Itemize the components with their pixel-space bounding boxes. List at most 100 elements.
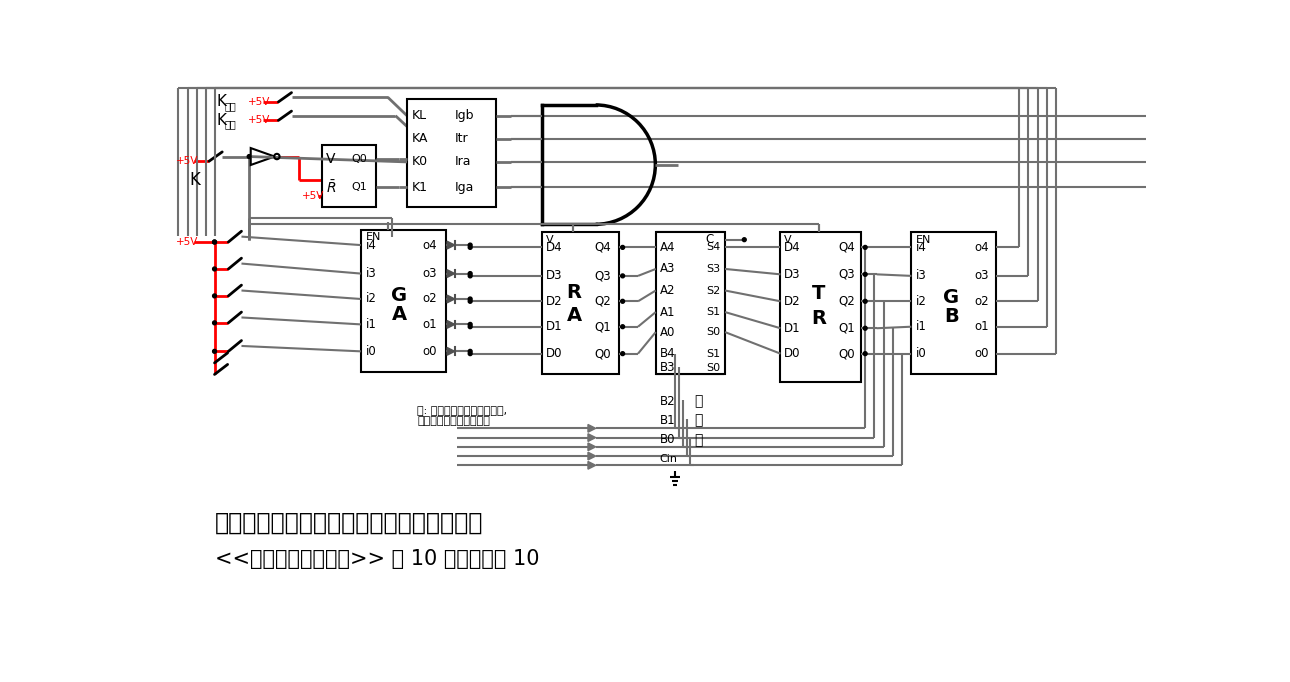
Text: G: G: [391, 286, 408, 305]
Circle shape: [213, 321, 217, 325]
Text: Q2: Q2: [595, 295, 611, 308]
Text: i4: i4: [916, 241, 928, 254]
Text: V: V: [326, 152, 335, 166]
Text: D3: D3: [784, 268, 801, 281]
Bar: [361, 230, 445, 372]
Text: Cin: Cin: [659, 454, 677, 464]
Polygon shape: [250, 148, 275, 165]
Text: S1: S1: [706, 307, 720, 317]
Text: D4: D4: [546, 241, 562, 254]
Text: D4: D4: [784, 241, 801, 254]
Text: D1: D1: [784, 322, 801, 335]
Text: Q0: Q0: [595, 347, 610, 360]
Text: B3: B3: [659, 361, 675, 374]
Text: Q0: Q0: [352, 154, 368, 164]
Text: i1: i1: [365, 318, 377, 331]
Text: <<穿越计算机的迷雾>> 第 10 章示例电路 10: <<穿越计算机的迷雾>> 第 10 章示例电路 10: [214, 549, 539, 569]
Circle shape: [213, 267, 217, 271]
Circle shape: [863, 246, 867, 250]
Circle shape: [468, 299, 472, 303]
Text: S3: S3: [706, 264, 720, 274]
Text: KA: KA: [412, 132, 428, 145]
Text: $\bar{R}$: $\bar{R}$: [326, 179, 337, 196]
Text: A3: A3: [659, 263, 675, 276]
Text: Q4: Q4: [838, 241, 855, 254]
Circle shape: [863, 352, 867, 355]
Text: D2: D2: [784, 295, 801, 308]
Text: B1: B1: [659, 414, 675, 427]
Text: A: A: [392, 305, 406, 324]
Circle shape: [468, 352, 472, 355]
Text: i2: i2: [365, 293, 377, 306]
Circle shape: [213, 294, 217, 298]
Text: 装载: 装载: [224, 101, 236, 110]
Polygon shape: [588, 424, 596, 432]
Circle shape: [863, 272, 867, 276]
Text: o0: o0: [422, 345, 437, 358]
Circle shape: [468, 297, 472, 301]
Text: o3: o3: [422, 267, 437, 280]
Text: Q1: Q1: [838, 322, 855, 335]
Circle shape: [863, 299, 867, 303]
Circle shape: [468, 243, 472, 247]
Text: Q1: Q1: [595, 321, 611, 333]
Text: +5V: +5V: [302, 191, 324, 201]
Text: Q2: Q2: [838, 295, 855, 308]
Circle shape: [248, 155, 252, 158]
Circle shape: [742, 238, 746, 241]
Text: D3: D3: [546, 269, 562, 282]
Bar: [911, 232, 996, 374]
Polygon shape: [588, 452, 596, 460]
Text: o1: o1: [422, 318, 437, 331]
Circle shape: [468, 246, 472, 250]
Text: 此处加入二极管防止倒流: 此处加入二极管防止倒流: [417, 417, 490, 426]
Text: D0: D0: [784, 347, 801, 360]
Text: K0: K0: [412, 155, 428, 168]
Circle shape: [620, 274, 624, 278]
Text: Q4: Q4: [595, 241, 611, 254]
Text: i1: i1: [916, 321, 928, 333]
Text: o0: o0: [974, 347, 989, 360]
Circle shape: [468, 271, 472, 276]
Text: R: R: [811, 309, 827, 328]
Text: 相加: 相加: [224, 119, 236, 129]
Text: A2: A2: [659, 284, 675, 297]
Text: K: K: [190, 171, 200, 190]
Text: B4: B4: [659, 347, 675, 360]
Text: i2: i2: [916, 295, 928, 308]
Text: 使用循环移位寄存器来简化装载和相加过程: 使用循环移位寄存器来简化装载和相加过程: [214, 510, 482, 534]
Bar: [655, 232, 725, 374]
Circle shape: [468, 323, 472, 326]
Text: A: A: [566, 306, 582, 325]
Text: B0: B0: [659, 433, 675, 447]
Text: S0: S0: [706, 363, 720, 372]
Text: KL: KL: [412, 109, 427, 122]
Text: Q3: Q3: [838, 268, 855, 281]
Circle shape: [620, 246, 624, 250]
Circle shape: [468, 349, 472, 353]
Text: o2: o2: [974, 295, 989, 308]
Polygon shape: [448, 295, 455, 303]
Text: o1: o1: [974, 321, 989, 333]
Polygon shape: [448, 241, 455, 249]
Circle shape: [213, 240, 217, 244]
Text: 注: 因实现层面上的一些缺陷,: 注: 因实现层面上的一些缺陷,: [417, 406, 507, 415]
Text: S4: S4: [706, 242, 720, 252]
Text: +5V: +5V: [248, 115, 270, 125]
Text: K: K: [217, 94, 227, 109]
Text: K: K: [217, 113, 227, 128]
Text: R: R: [566, 282, 582, 301]
Text: V: V: [784, 235, 792, 245]
Text: S1: S1: [706, 349, 720, 359]
Text: T: T: [813, 284, 826, 303]
Circle shape: [620, 299, 624, 303]
Bar: [542, 232, 619, 374]
Text: S2: S2: [706, 286, 720, 295]
Text: V: V: [546, 235, 553, 245]
Text: Q1: Q1: [352, 182, 368, 192]
Circle shape: [863, 326, 867, 330]
Text: A0: A0: [659, 325, 675, 338]
Text: +5V: +5V: [175, 237, 199, 247]
Text: i3: i3: [365, 267, 377, 280]
Text: Itr: Itr: [455, 132, 468, 145]
